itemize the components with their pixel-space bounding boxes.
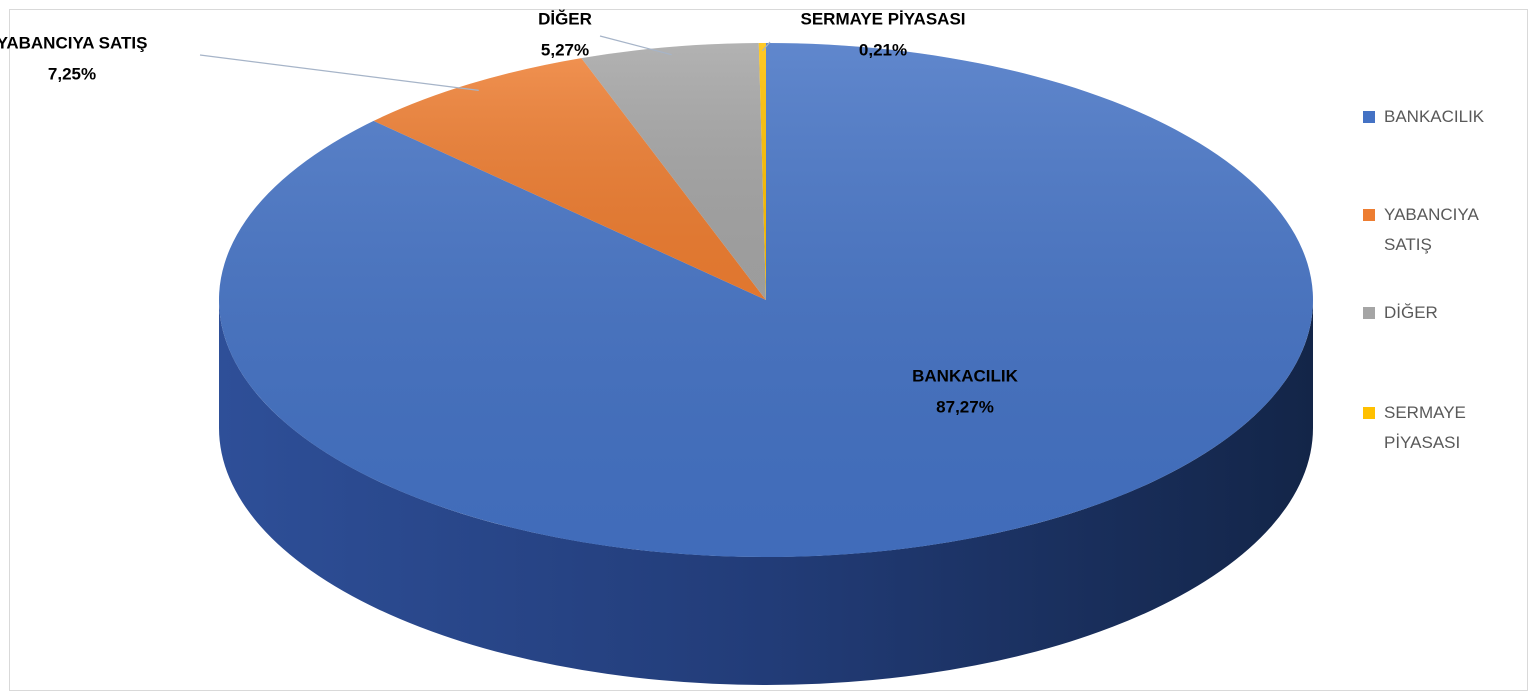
data-label-value: 87,27%: [936, 397, 994, 416]
leader-line: [599, 35, 672, 56]
chart-frame: [9, 9, 1528, 691]
legend-swatch: [1363, 407, 1375, 419]
legend-label: YABANCIYA SATIŞ: [1384, 205, 1478, 254]
slice-sheen: [758, 43, 766, 300]
legend-swatch: [1363, 307, 1375, 319]
legend-item: SERMAYE PİYASASI: [1363, 398, 1504, 458]
data-label-name: BANKACILIK: [912, 366, 1018, 385]
legend-label: BANKACILIK: [1384, 107, 1485, 126]
data-label-name: DİĞER: [538, 9, 592, 28]
legend-item: YABANCIYA SATIŞ: [1363, 200, 1504, 260]
data-label-value: 0,21%: [859, 40, 907, 59]
legend-label: SERMAYE PİYASASI: [1384, 403, 1466, 452]
leader-line: [199, 54, 479, 91]
slice-sheen: [373, 58, 766, 300]
slice-side: [219, 300, 1313, 685]
data-label-value: 7,25%: [48, 64, 96, 83]
legend-swatch: [1363, 209, 1375, 221]
slice-sheen: [581, 43, 766, 301]
legend-item: DİĞER: [1363, 298, 1504, 328]
legend-item: BANKACILIK: [1363, 102, 1504, 132]
data-label-name: SERMAYE PİYASASI: [800, 9, 965, 28]
legend-label: DİĞER: [1384, 303, 1438, 322]
data-label-value: 5,27%: [541, 40, 589, 59]
leader-line: [762, 41, 771, 52]
data-label-name: YABANCIYA SATIŞ: [0, 33, 147, 52]
slice-sheen: [218, 43, 1313, 558]
legend-swatch: [1363, 111, 1375, 123]
